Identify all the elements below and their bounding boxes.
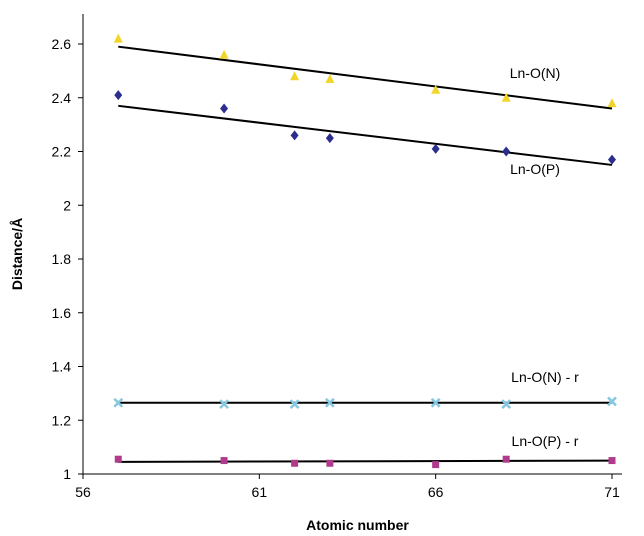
series-label: Ln-O(P) - r <box>512 433 579 449</box>
data-point-x <box>219 399 229 410</box>
x-tick-label: 71 <box>604 484 620 500</box>
data-point-x <box>113 397 124 408</box>
data-point-diamond <box>608 154 616 165</box>
data-point-x <box>607 396 617 407</box>
data-point-x <box>324 397 335 408</box>
data-point-square <box>608 457 616 465</box>
data-point-triangle <box>607 98 617 108</box>
trend-line <box>118 459 613 463</box>
data-point-diamond <box>325 133 334 144</box>
y-tick-label: 2.2 <box>52 144 72 160</box>
data-point-diamond <box>114 90 123 101</box>
y-ticks: 1 1.2 1.4 1.6 1.8 2 2.2 2.4 2.6 <box>52 36 83 482</box>
x-tick-label: 56 <box>75 484 91 500</box>
data-point-triangle <box>290 71 300 81</box>
data-point-triangle <box>219 49 229 59</box>
data-point-x <box>430 397 441 408</box>
data-point-diamond <box>431 143 440 154</box>
trend-line <box>118 45 613 110</box>
y-tick-label: 2.6 <box>52 36 72 52</box>
data-point-square <box>114 455 122 463</box>
data-point-square <box>326 459 334 467</box>
data-point-triangle <box>325 73 335 83</box>
trend-lines <box>118 45 613 463</box>
y-tick-label: 2.4 <box>52 90 72 106</box>
x-tick-label: 66 <box>428 484 444 500</box>
x-axis-title: Atomic number <box>306 517 409 533</box>
data-point-square <box>502 455 510 463</box>
data-point-square <box>291 459 299 467</box>
y-tick-label: 1.6 <box>52 305 72 321</box>
y-axis-title: Distance/Å <box>9 218 25 290</box>
data-point-diamond <box>502 146 511 157</box>
data-point-square <box>220 457 228 465</box>
series-labels: Ln-O(N) Ln-O(P) Ln-O(N) - r Ln-O(P) - r <box>510 65 579 449</box>
data-point-square <box>432 461 440 469</box>
y-tick-label: 2 <box>63 197 71 213</box>
x-tick-label: 61 <box>252 484 268 500</box>
data-point-triangle <box>501 92 511 102</box>
y-tick-label: 1.8 <box>52 251 72 267</box>
x-ticks: 56 61 66 71 <box>75 474 620 500</box>
series-label: Ln-O(N) <box>510 65 561 81</box>
data-point-x <box>501 399 512 410</box>
y-tick-label: 1.4 <box>52 359 72 375</box>
y-tick-label: 1.2 <box>52 412 72 428</box>
data-point-diamond <box>290 130 299 141</box>
data-point-triangle <box>113 33 123 43</box>
trend-line <box>118 104 613 166</box>
series-label: Ln-O(N) - r <box>511 369 579 385</box>
data-point-triangle <box>431 84 441 94</box>
data-points <box>113 33 617 469</box>
axes <box>82 14 622 475</box>
series-label: Ln-O(P) <box>510 161 560 177</box>
y-tick-label: 1 <box>63 466 71 482</box>
data-point-diamond <box>220 103 229 114</box>
data-point-x <box>289 399 300 410</box>
